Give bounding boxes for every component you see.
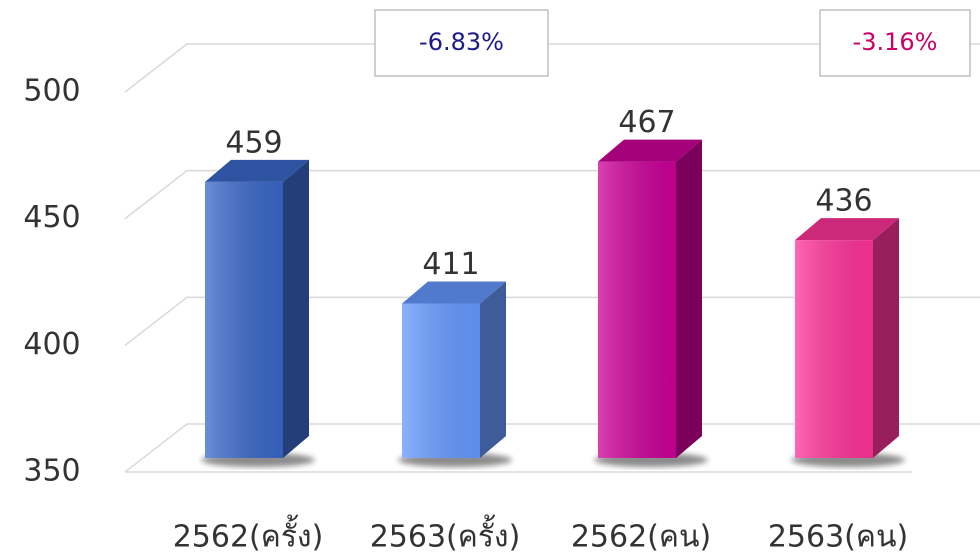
bar-gloss — [205, 181, 283, 458]
value-label: 467 — [618, 105, 675, 140]
annotation: -6.83% — [419, 28, 504, 56]
bar-gloss — [598, 161, 676, 458]
x-tick-label: 2563(ครั้ง) — [370, 515, 521, 555]
y-tick-label: 400 — [23, 327, 80, 362]
y-tick-label: 450 — [23, 200, 80, 235]
annotation-box — [374, 9, 549, 77]
grid-line — [124, 296, 980, 346]
y-tick-label: 500 — [23, 74, 80, 109]
bar-top — [598, 139, 702, 162]
y-tick-label: 350 — [23, 454, 80, 489]
grid-line — [124, 169, 980, 220]
bar-side — [283, 159, 309, 458]
bar-top — [402, 281, 506, 304]
value-label: 436 — [815, 184, 872, 219]
bar-gloss — [402, 303, 480, 458]
value-label: 411 — [422, 247, 479, 282]
bar-top — [795, 218, 899, 241]
annotation: -3.16% — [853, 28, 938, 56]
value-label: 459 — [225, 125, 282, 160]
bar-side — [873, 218, 899, 458]
annotation-box — [819, 9, 971, 77]
x-tick-label: 2562(คน) — [571, 520, 711, 555]
grid-line — [124, 43, 980, 93]
bar-side — [676, 139, 702, 458]
x-tick-label: 2563(คน) — [768, 520, 908, 555]
grid-line — [124, 423, 980, 473]
x-tick-label: 2562(ครั้ง) — [173, 515, 324, 555]
bar-side — [480, 281, 506, 458]
bar-gloss — [795, 240, 873, 458]
bar-top — [205, 159, 309, 182]
